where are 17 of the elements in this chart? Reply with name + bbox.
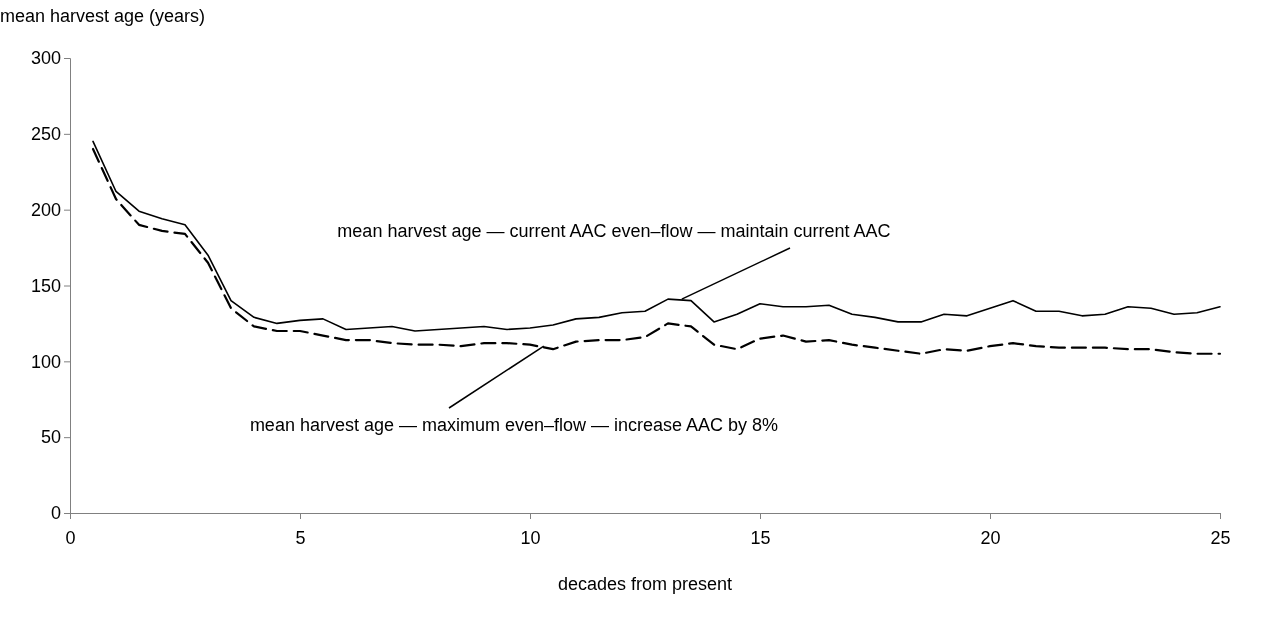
y-tick-label: 300: [30, 48, 61, 69]
x-tick-label: 20: [980, 527, 1001, 548]
x-axis-title: decades from present: [557, 574, 733, 594]
x-tick-label: 25: [1210, 527, 1231, 548]
y-axis-title: mean harvest age (years): [0, 6, 206, 26]
y-tick-label: 200: [30, 199, 61, 220]
x-tick-label: 15: [750, 527, 771, 548]
y-tick-label: 0: [50, 503, 61, 524]
y-tick-label: 100: [30, 351, 61, 372]
x-tick-label: 10: [520, 527, 541, 548]
x-tick-label: 5: [295, 527, 306, 548]
annotation: mean harvest age — current AAC even–flow — maintain current AAC: [337, 221, 891, 241]
y-tick-label: 50: [40, 427, 61, 448]
y-tick-label: 250: [30, 124, 61, 145]
x-tick-label: 0: [65, 527, 76, 548]
annotation: mean harvest age — maximum even–flow — increase AAC by 8%: [249, 415, 779, 435]
y-tick-label: 150: [30, 275, 61, 296]
